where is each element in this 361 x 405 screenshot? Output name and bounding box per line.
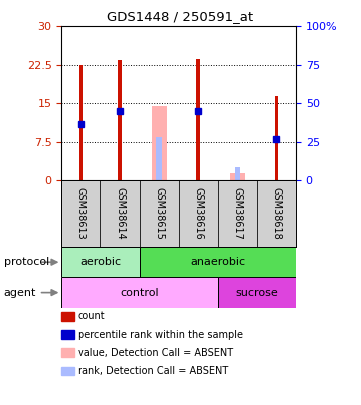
Text: percentile rank within the sample: percentile rank within the sample [78,330,243,339]
Bar [257,180,296,247]
Text: count: count [78,311,105,321]
Bar [140,180,179,247]
Bar [61,247,140,277]
Text: agent: agent [4,288,36,298]
Bar [118,60,122,180]
Text: GSM38616: GSM38616 [193,187,203,240]
Text: anaerobic: anaerobic [190,257,245,267]
Bar [230,173,245,180]
Text: control: control [120,288,159,298]
Text: value, Detection Call = ABSENT: value, Detection Call = ABSENT [78,348,233,358]
Bar [61,277,218,308]
Bar [140,247,296,277]
Bar [156,136,162,180]
Bar [196,59,200,180]
Text: GSM38614: GSM38614 [115,187,125,240]
Text: rank, Detection Call = ABSENT: rank, Detection Call = ABSENT [78,366,228,376]
Bar [61,180,100,247]
Text: GSM38613: GSM38613 [76,187,86,240]
Bar [235,167,240,180]
Text: GSM38617: GSM38617 [232,187,242,240]
Bar [100,180,140,247]
Text: GDS1448 / 250591_at: GDS1448 / 250591_at [108,10,253,23]
Bar [152,106,166,180]
Bar [274,96,278,180]
Text: protocol: protocol [4,257,49,267]
Bar [179,180,218,247]
Text: GSM38618: GSM38618 [271,187,282,240]
Bar [218,180,257,247]
Text: aerobic: aerobic [80,257,121,267]
Bar [79,65,83,180]
Text: sucrose: sucrose [235,288,278,298]
Text: GSM38615: GSM38615 [154,187,164,240]
Bar [218,277,296,308]
